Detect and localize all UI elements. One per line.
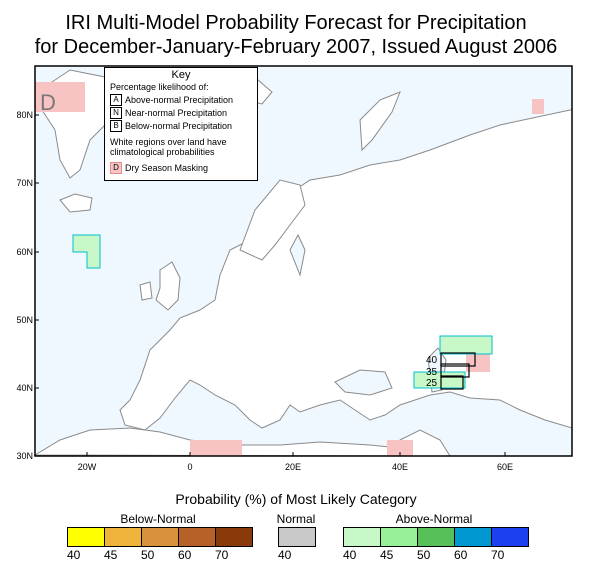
legend-normal-swatches [278, 527, 316, 547]
lat-label: 30N [16, 451, 33, 461]
legend-above-swatches [343, 527, 529, 547]
legend-normal-ticks: 40 [278, 548, 315, 562]
legend-title: Probability (%) of Most Likely Category [175, 491, 417, 507]
legend-tick-above-0: 40 [343, 548, 357, 562]
legend-swatch-below-4 [216, 528, 252, 546]
legend-tick-below-0: 40 [67, 548, 81, 562]
box-label-40: 40 [426, 355, 438, 366]
key-label: Above-normal Precipitation [125, 94, 234, 105]
key-letter: A [110, 93, 122, 106]
key-letter: N [110, 106, 122, 119]
dry-mask-areas [35, 82, 544, 456]
above-normal-regions [72, 234, 493, 389]
lat-label: 60N [16, 247, 33, 257]
legend-swatch-above-4 [492, 528, 528, 546]
legend-swatch-normal-0 [279, 528, 315, 546]
legend-above-label: Above-Normal [395, 512, 473, 526]
legend-tick-below-1: 45 [104, 548, 118, 562]
key-row-above: A Above-normal Precipitation [110, 93, 257, 106]
lon-label: 20W [78, 462, 97, 472]
key-label: Below-normal Precipitation [125, 120, 233, 131]
lat-label: 40N [16, 383, 33, 393]
legend-below-label: Below-Normal [120, 512, 196, 526]
forecast-map: 40 35 25 D 80N 70N 60N 50N 40N 30N 20W 0… [16, 65, 573, 472]
legend-tick-below-3: 60 [178, 548, 192, 562]
legend-below-swatches [67, 527, 253, 547]
legend-tick-above-1: 45 [380, 548, 394, 562]
map-title-line1: IRI Multi-Model Probability Forecast for… [65, 12, 527, 34]
key-note: White regions over land have climatologi… [110, 137, 227, 157]
key-label: Near-normal Precipitation [125, 107, 228, 118]
map-frame [34, 65, 573, 457]
legend-tick-above-2: 50 [417, 548, 431, 562]
box-label-25: 25 [426, 378, 438, 389]
legend-tick-above-3: 60 [454, 548, 468, 562]
lat-label: 80N [16, 110, 33, 120]
longitude-labels: 20W 0 20E 40E 60E [78, 462, 513, 472]
legend-tick-normal-0: 40 [278, 548, 292, 562]
legend-swatch-above-0 [344, 528, 381, 546]
latitude-labels: 80N 70N 60N 50N 40N 30N [16, 110, 33, 461]
legend-above-ticks: 40 45 50 60 70 [343, 548, 528, 562]
legend-swatch-above-2 [418, 528, 455, 546]
legend-swatch-below-0 [68, 528, 105, 546]
key-row-near: N Near-normal Precipitation [110, 106, 257, 119]
key-label: Dry Season Masking [125, 162, 209, 173]
legend-tick-above-4: 70 [491, 548, 505, 562]
lon-label: 0 [187, 462, 192, 472]
legend-swatch-below-1 [105, 528, 142, 546]
lon-label: 20E [285, 462, 301, 472]
dry-mask-marker: D [40, 90, 56, 115]
legend-swatch-above-1 [381, 528, 418, 546]
legend-swatch-below-3 [179, 528, 216, 546]
lat-label: 70N [16, 178, 33, 188]
legend-tick-below-4: 70 [215, 548, 229, 562]
map-key: Key Percentage likelihood of: A Above-no… [104, 67, 258, 181]
category-box-labels: 40 35 25 [426, 355, 438, 389]
legend-swatch-above-3 [455, 528, 492, 546]
category-box-group [440, 352, 476, 390]
key-row-dry: D Dry Season Masking [110, 161, 257, 174]
key-subtitle: Percentage likelihood of: [110, 82, 209, 92]
latitude-ticks [35, 114, 506, 456]
legend-tick-below-2: 50 [141, 548, 155, 562]
legend-below-ticks: 40 45 50 60 70 [67, 548, 252, 562]
lon-label: 40E [392, 462, 408, 472]
key-letter: D [110, 161, 122, 174]
key-title: Key [171, 69, 191, 81]
legend-swatch-below-2 [142, 528, 179, 546]
key-letter: B [110, 119, 122, 132]
legend-normal-label: Normal [276, 512, 316, 526]
map-title-line2: for December-January-February 2007, Issu… [34, 36, 558, 58]
lon-label: 60E [497, 462, 513, 472]
box-label-35: 35 [426, 367, 438, 378]
lat-label: 50N [16, 315, 33, 325]
key-row-below: B Below-normal Precipitation [110, 119, 257, 132]
